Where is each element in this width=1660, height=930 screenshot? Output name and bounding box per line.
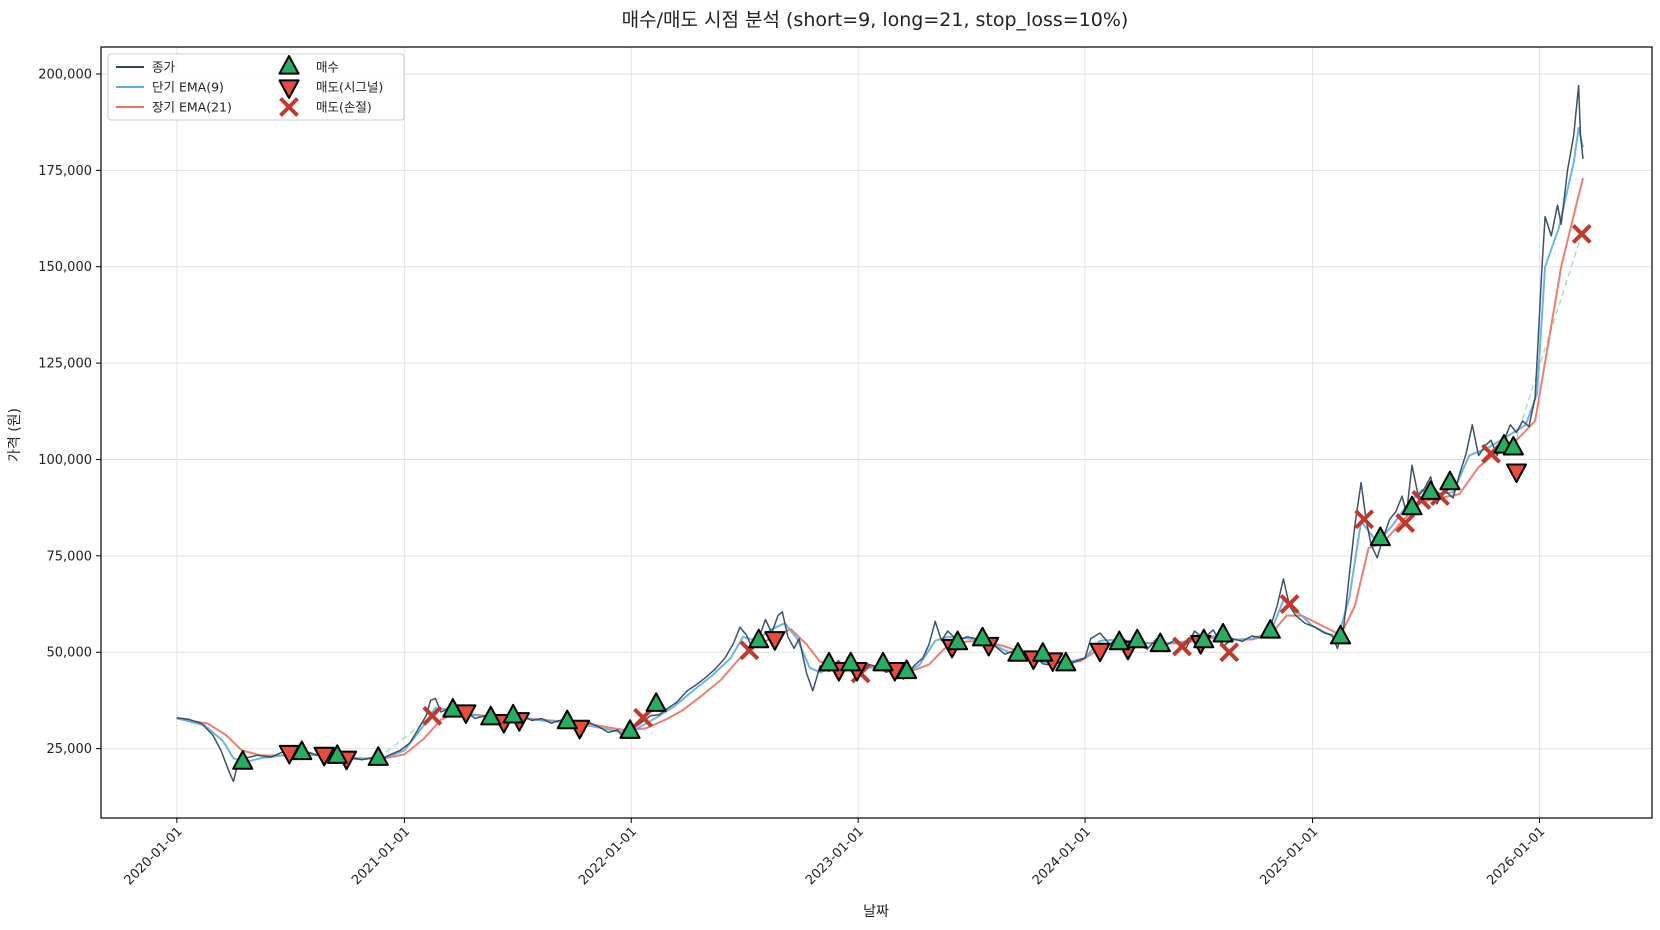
buy-marker <box>619 719 641 739</box>
buy-marker <box>232 750 254 770</box>
plot-area <box>100 46 1653 819</box>
legend-label-ema-short: 단기 EMA(9) <box>152 80 224 95</box>
buy-marker <box>872 651 894 672</box>
y-tick-label: 50,000 <box>47 646 93 661</box>
buy-marker <box>947 630 969 651</box>
buy-marker <box>818 651 840 672</box>
stop-loss-marker <box>1279 594 1300 614</box>
x-axis-label: 날짜 <box>863 904 889 920</box>
legend-box <box>107 53 405 121</box>
y-tick-label: 100,000 <box>38 453 92 468</box>
buy-marker <box>1420 480 1442 500</box>
y-tick-label: 150,000 <box>38 260 92 275</box>
legend-label-buy: 매수 <box>316 60 339 75</box>
buy-marker <box>1401 495 1423 516</box>
y-axis: 25,000 50,000 75,000 100,000 125,000 150,000 1… <box>38 67 101 757</box>
chart-title: 매수/매도 시점 분석 (short=9, long=21, stop_loss… <box>622 9 1129 31</box>
stop-loss-marker <box>1172 636 1192 657</box>
buy-marker <box>971 626 994 647</box>
sell-signal-marker <box>1089 642 1111 663</box>
stop-loss-marker <box>1219 642 1240 663</box>
stop-loss-marker <box>1354 509 1375 530</box>
buy-marker <box>480 705 502 726</box>
buy-marker <box>1193 628 1215 649</box>
buy-marker <box>502 703 524 724</box>
buy-marker <box>1439 470 1461 491</box>
legend-label-ema-long: 장기 EMA(21) <box>152 100 232 115</box>
trade-link-line <box>377 715 433 759</box>
buy-marker <box>1149 632 1171 653</box>
buy-marker <box>556 709 578 730</box>
legend-label-close: 종가 <box>152 60 176 75</box>
buy-marker <box>326 744 348 764</box>
buy-marker <box>1329 624 1352 645</box>
trade-link-line <box>1512 233 1583 449</box>
stop-loss-marker <box>1395 513 1416 534</box>
legend-swatch-sell-signal <box>278 79 300 99</box>
sell-signal-marker <box>313 746 335 767</box>
buy-marker <box>896 659 918 680</box>
trade-link-layer <box>377 233 1583 759</box>
buy-marker <box>748 628 770 649</box>
buy-marker <box>1108 630 1130 651</box>
buy-marker <box>1007 642 1029 662</box>
stop-loss-marker <box>633 707 653 728</box>
buy-marker <box>1032 642 1054 662</box>
buy-marker <box>1212 622 1234 643</box>
buy-marker <box>291 740 313 761</box>
buy-marker <box>645 692 667 712</box>
buy-marker <box>367 746 389 766</box>
buy-marker <box>1126 628 1148 649</box>
buy-marker <box>840 651 862 672</box>
legend-swatch-sell-stop <box>279 97 299 117</box>
plot-frame <box>100 46 1653 819</box>
y-tick-label: 200,000 <box>38 67 92 82</box>
y-axis-label: 가격 (원) <box>7 408 23 462</box>
y-tick-label: 25,000 <box>47 742 93 757</box>
sell-signal-marker <box>1505 463 1528 484</box>
y-tick-label: 75,000 <box>47 549 93 564</box>
legend-label-sell-signal: 매도(시그널) <box>316 80 383 95</box>
y-tick-label: 125,000 <box>38 357 92 372</box>
legend-label-sell-stop: 매도(손절) <box>316 100 372 115</box>
y-tick-label: 175,000 <box>38 164 92 179</box>
stop-loss-marker <box>422 705 443 726</box>
stop-loss-marker <box>1571 224 1592 244</box>
buy-marker <box>1369 526 1391 547</box>
buy-marker <box>1055 651 1077 672</box>
buy-marker <box>442 698 464 718</box>
buy-marker <box>1502 435 1524 456</box>
marker-layer <box>232 224 1592 771</box>
grid-layer <box>101 47 1652 818</box>
buy-marker <box>1259 619 1281 639</box>
legend-swatch-buy <box>278 55 300 75</box>
sell-signal-marker <box>764 631 786 651</box>
